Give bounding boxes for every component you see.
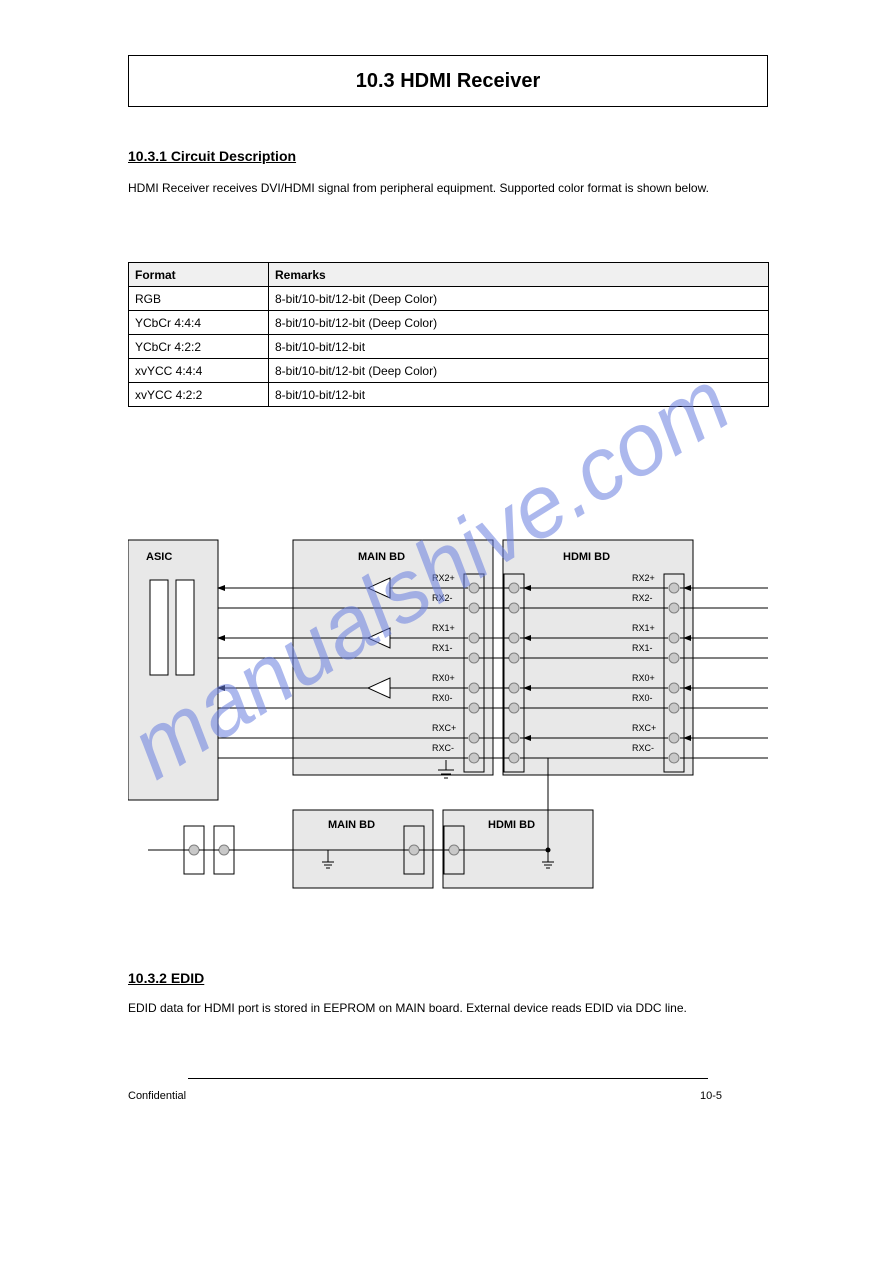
footer-rule [188, 1078, 708, 1079]
svg-text:RX2+: RX2+ [432, 573, 455, 583]
svg-text:RX2-: RX2- [432, 593, 453, 603]
footer-left: Confidential [128, 1090, 186, 1102]
svg-text:RX1-: RX1- [632, 643, 653, 653]
table-cell: xvYCC 4:4:4 [129, 359, 269, 383]
svg-text:RX1-: RX1- [432, 643, 453, 653]
color-format-table: FormatRemarksRGB8-bit/10-bit/12-bit (Dee… [128, 262, 769, 407]
svg-text:RX2-: RX2- [632, 593, 653, 603]
table-row: xvYCC 4:2:28-bit/10-bit/12-bit [129, 383, 769, 407]
table-row: YCbCr 4:2:28-bit/10-bit/12-bit [129, 335, 769, 359]
table-header-cell: Remarks [269, 263, 769, 287]
table-header-cell: Format [129, 263, 269, 287]
svg-text:HDMI BD: HDMI BD [563, 551, 610, 563]
svg-text:RXC+: RXC+ [632, 723, 656, 733]
table-cell: YCbCr 4:2:2 [129, 335, 269, 359]
heading-edid: 10.3.2 EDID [128, 970, 204, 986]
table-row: FormatRemarks [129, 263, 769, 287]
heading-circuit-description: 10.3.1 Circuit Description [128, 148, 296, 164]
footer-right: 10-5 [700, 1090, 722, 1102]
svg-text:HDMI BD: HDMI BD [488, 819, 535, 831]
svg-text:RX1+: RX1+ [432, 623, 455, 633]
svg-text:RXC-: RXC- [432, 743, 454, 753]
svg-text:RX1+: RX1+ [632, 623, 655, 633]
svg-text:RX0+: RX0+ [632, 673, 655, 683]
block-diagram: ASIC MAIN BD HDMI BD MAIN BD HDMI BD RX2+ RX2+… [128, 530, 778, 910]
table-row: YCbCr 4:4:48-bit/10-bit/12-bit (Deep Col… [129, 311, 769, 335]
table-row: RGB8-bit/10-bit/12-bit (Deep Color) [129, 287, 769, 311]
page: 10.3 HDMI Receiver 10.3.1 Circuit Descri… [0, 0, 893, 1263]
paragraph-circuit-description: HDMI Receiver receives DVI/HDMI signal f… [128, 180, 768, 196]
svg-text:RXC+: RXC+ [432, 723, 456, 733]
svg-text:RX2+: RX2+ [632, 573, 655, 583]
svg-text:MAIN BD: MAIN BD [328, 819, 375, 831]
table-row: xvYCC 4:4:48-bit/10-bit/12-bit (Deep Col… [129, 359, 769, 383]
table-cell: xvYCC 4:2:2 [129, 383, 269, 407]
paragraph-edid: EDID data for HDMI port is stored in EEP… [128, 1000, 768, 1016]
table-cell: 8-bit/10-bit/12-bit (Deep Color) [269, 311, 769, 335]
table-cell: 8-bit/10-bit/12-bit [269, 335, 769, 359]
table-cell: 8-bit/10-bit/12-bit (Deep Color) [269, 287, 769, 311]
svg-text:RX0-: RX0- [432, 693, 453, 703]
section-title-box: 10.3 HDMI Receiver [128, 55, 768, 107]
svg-text:ASIC: ASIC [146, 551, 172, 563]
table-cell: YCbCr 4:4:4 [129, 311, 269, 335]
svg-text:RX0-: RX0- [632, 693, 653, 703]
svg-text:RX0+: RX0+ [432, 673, 455, 683]
table-cell: RGB [129, 287, 269, 311]
svg-text:MAIN BD: MAIN BD [358, 551, 405, 563]
table-cell: 8-bit/10-bit/12-bit (Deep Color) [269, 359, 769, 383]
section-title-text: 10.3 HDMI Receiver [356, 70, 541, 93]
table-cell: 8-bit/10-bit/12-bit [269, 383, 769, 407]
svg-text:RXC-: RXC- [632, 743, 654, 753]
